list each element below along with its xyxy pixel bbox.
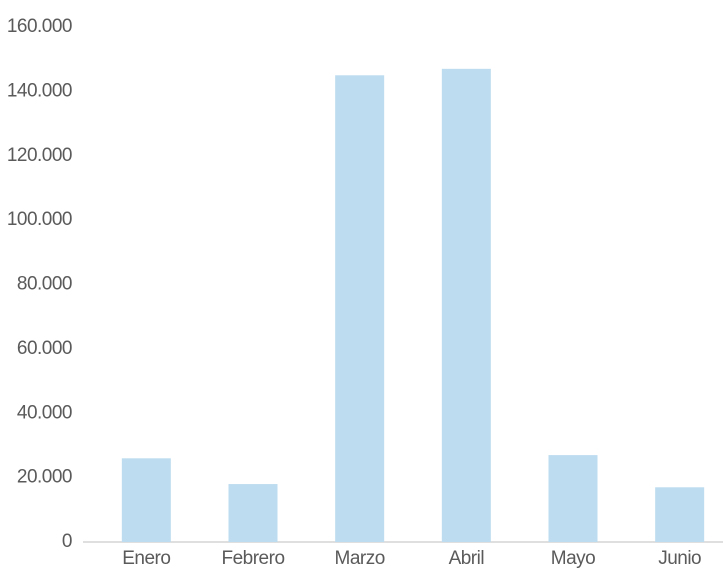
x-tick-label: Junio <box>658 548 701 569</box>
bar <box>121 458 171 542</box>
y-tick-label: 100.000 <box>7 209 72 230</box>
y-tick-label: 0 <box>62 531 72 552</box>
y-tick-label: 60.000 <box>17 338 72 359</box>
y-tick-label: 40.000 <box>17 402 72 423</box>
x-tick-label: Mayo <box>551 548 595 569</box>
x-tick-label: Febrero <box>221 548 284 569</box>
y-tick-label: 20.000 <box>17 467 72 488</box>
y-tick-label: 160.000 <box>7 16 72 37</box>
bar <box>548 455 598 542</box>
bar <box>655 487 705 542</box>
x-tick-label: Enero <box>122 548 170 569</box>
y-tick-label: 80.000 <box>17 274 72 295</box>
bar <box>441 68 491 542</box>
bar <box>335 75 385 542</box>
y-tick-label: 120.000 <box>7 145 72 166</box>
x-tick-label: Abril <box>449 548 485 569</box>
x-tick-label: Marzo <box>335 548 385 569</box>
bar <box>228 484 278 542</box>
y-tick-label: 140.000 <box>7 80 72 101</box>
